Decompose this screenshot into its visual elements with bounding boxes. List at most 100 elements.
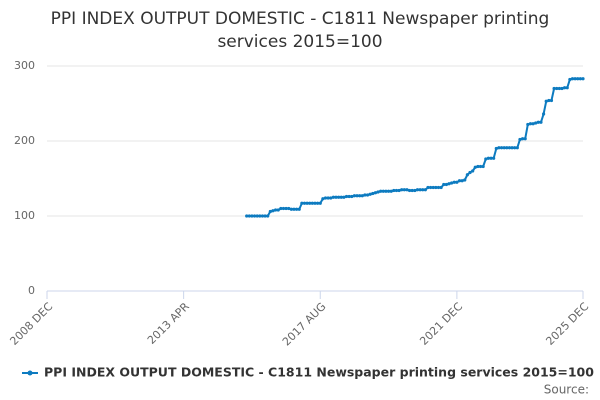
point [384,189,388,193]
point [245,214,249,218]
y-tick-label: 300 [14,59,35,72]
point [507,146,512,150]
point [436,185,441,190]
point [250,214,254,218]
point [295,207,299,211]
point [402,188,406,192]
point [552,86,556,91]
point [281,206,286,211]
point [447,182,451,186]
point [499,146,504,150]
point [489,156,493,160]
point [510,146,514,150]
point [486,156,491,160]
point [557,86,561,91]
point [563,86,567,90]
y-tick-label: 0 [28,284,35,297]
point [331,195,335,199]
point [297,207,301,211]
point [381,189,385,193]
point [360,194,364,198]
point [321,197,325,201]
point [308,201,312,205]
point [258,214,262,218]
point [418,188,422,192]
point [463,178,467,182]
point [494,146,498,151]
point [476,164,480,169]
x-tick-label: 2021 DEC [417,300,465,348]
point [376,190,380,194]
point [492,156,496,160]
point [302,201,307,205]
point [287,206,291,211]
point [555,86,559,91]
point [400,188,404,192]
point [316,201,320,205]
title-line: services 2015=100 [217,32,382,52]
point [413,188,417,193]
point [465,173,469,177]
point [358,194,362,198]
point [334,195,338,199]
point [520,137,525,141]
point [565,86,569,90]
point [549,98,554,103]
point [497,146,501,150]
point [310,201,314,205]
point [323,196,328,200]
point [276,208,280,212]
point [457,179,462,183]
point [284,206,288,211]
point [450,181,454,185]
point [263,214,267,218]
point [394,188,399,193]
point [397,188,401,193]
point [347,194,351,199]
point [473,165,477,169]
point [365,193,370,197]
point [279,206,283,211]
point [255,214,259,218]
point [444,182,448,187]
point [452,180,456,184]
point [536,120,540,124]
point [292,207,296,211]
point [392,188,396,193]
point [350,194,354,199]
point [429,185,433,190]
point [289,207,293,211]
point [300,201,304,205]
x-tick-label: 2008 DEC [7,300,55,348]
point [484,157,488,161]
point [513,146,517,150]
point [273,208,278,212]
point [478,164,483,169]
y-tick-label: 200 [14,134,35,147]
point [460,179,464,183]
point [423,188,427,192]
point [407,188,412,193]
point [523,137,527,141]
point [318,201,322,205]
point [389,189,393,193]
point [247,214,251,218]
point [570,77,575,81]
x-tick-label: 2013 APR [145,300,192,347]
source: Source: [544,383,589,397]
point [481,164,485,169]
point [576,77,580,81]
point [371,191,375,196]
point [541,112,546,116]
point [415,188,420,192]
point [531,122,535,126]
point [379,189,383,193]
point [434,185,438,190]
point [544,99,548,103]
point [405,188,409,192]
point [421,188,425,192]
point [252,214,257,218]
point [339,195,343,199]
point [368,192,372,196]
